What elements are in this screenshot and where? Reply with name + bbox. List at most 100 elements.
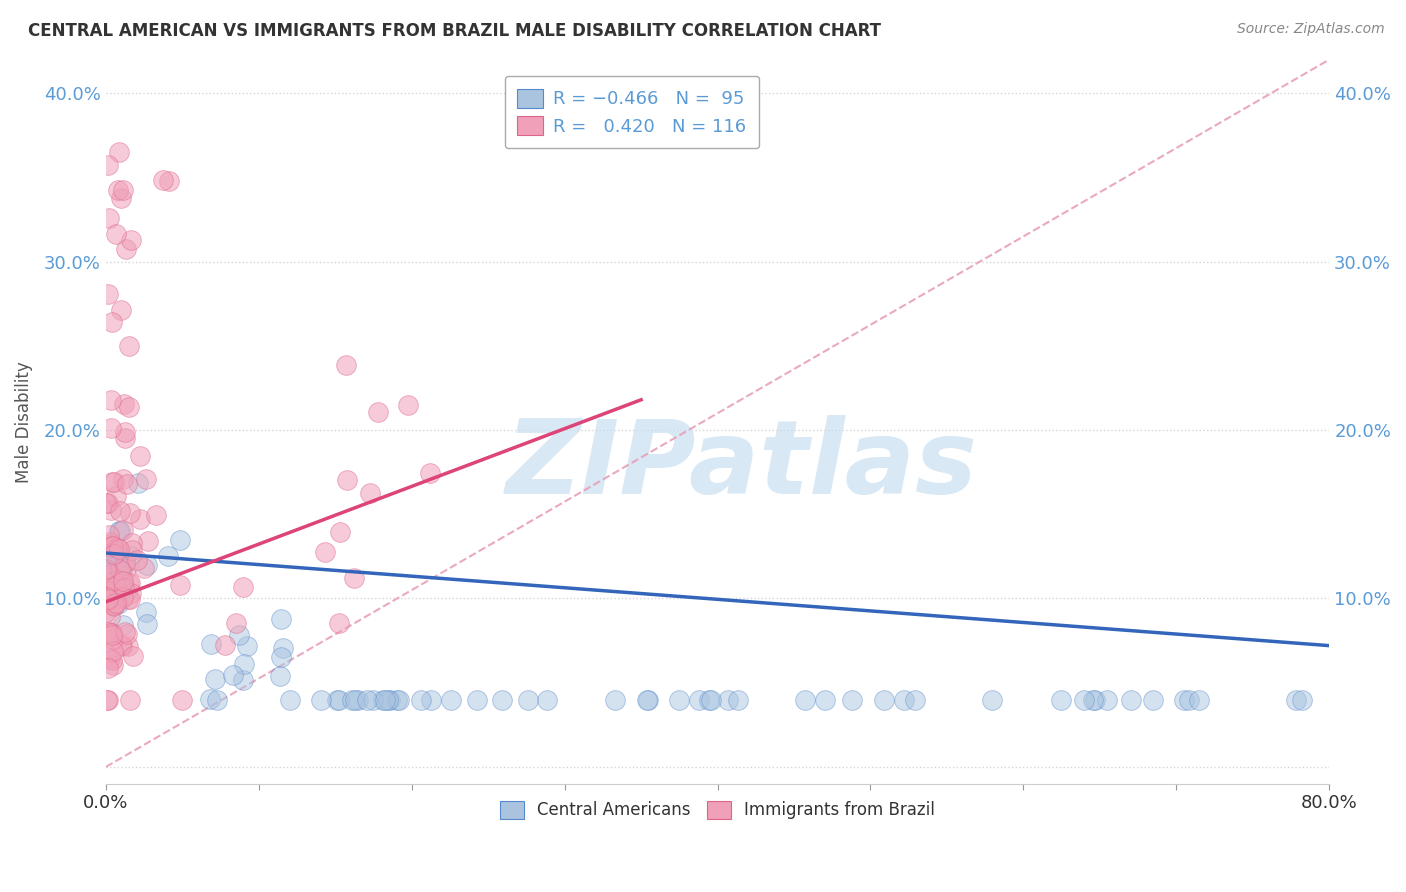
Point [145, 508, 167, 522]
Point [516, 692, 538, 706]
Point [232, 580, 254, 594]
Point [1178, 692, 1201, 706]
Point [98, 590, 121, 604]
Text: ZIPatlas: ZIPatlas [506, 415, 979, 516]
Point [340, 692, 363, 706]
Point [111, 472, 134, 486]
Point [101, 653, 124, 667]
Point [103, 644, 125, 658]
Point [269, 669, 291, 683]
Point [359, 485, 381, 500]
Point [111, 575, 134, 590]
Point [157, 549, 180, 564]
Point [536, 692, 558, 706]
Point [108, 542, 131, 557]
Point [225, 615, 247, 630]
Point [100, 503, 122, 517]
Point [1083, 692, 1105, 706]
Point [120, 591, 142, 606]
Point [1142, 692, 1164, 706]
Point [103, 574, 125, 588]
Point [717, 692, 740, 706]
Point [378, 692, 401, 706]
Point [97, 661, 120, 675]
Point [108, 579, 131, 593]
Point [97, 582, 120, 596]
Point [326, 692, 349, 706]
Point [105, 579, 128, 593]
Text: CENTRAL AMERICAN VS IMMIGRANTS FROM BRAZIL MALE DISABILITY CORRELATION CHART: CENTRAL AMERICAN VS IMMIGRANTS FROM BRAZ… [28, 22, 882, 40]
Point [121, 536, 143, 550]
Point [115, 242, 138, 256]
Point [101, 475, 124, 490]
Point [419, 467, 441, 481]
Point [204, 673, 226, 687]
Point [98, 537, 121, 551]
Point [115, 584, 138, 599]
Point [108, 563, 131, 577]
Point [157, 174, 180, 188]
Point [114, 431, 136, 445]
Point [100, 579, 122, 593]
Point [114, 425, 136, 439]
Point [700, 692, 723, 706]
Point [270, 649, 292, 664]
Point [98, 584, 121, 599]
Point [280, 692, 302, 706]
Point [637, 692, 659, 706]
Point [110, 191, 132, 205]
Point [118, 338, 141, 352]
Point [112, 574, 135, 588]
Point [101, 548, 124, 562]
Point [117, 477, 139, 491]
Point [101, 628, 124, 642]
Point [98, 211, 121, 226]
Point [904, 692, 927, 706]
Point [356, 692, 378, 706]
Point [1173, 692, 1195, 706]
Point [1284, 692, 1306, 706]
Point [335, 359, 357, 373]
Point [117, 592, 139, 607]
Point [893, 692, 915, 706]
Point [127, 475, 149, 490]
Point [668, 692, 690, 706]
Point [104, 227, 127, 242]
Point [94, 496, 117, 510]
Point [111, 639, 134, 653]
Point [120, 233, 142, 247]
Point [873, 692, 896, 706]
Point [135, 605, 157, 619]
Point [129, 512, 152, 526]
Point [110, 582, 132, 597]
Point [371, 692, 394, 706]
Point [1095, 692, 1118, 706]
Point [96, 158, 118, 172]
Point [135, 472, 157, 486]
Point [132, 561, 155, 575]
Point [98, 528, 121, 542]
Point [101, 632, 124, 646]
Point [103, 547, 125, 561]
Point [121, 542, 143, 557]
Point [793, 692, 815, 706]
Point [270, 612, 292, 626]
Point [727, 692, 749, 706]
Point [96, 583, 118, 598]
Point [110, 563, 132, 577]
Point [103, 591, 125, 605]
Point [125, 553, 148, 567]
Point [97, 496, 120, 510]
Point [96, 692, 118, 706]
Point [114, 556, 136, 570]
Point [120, 549, 142, 564]
Point [170, 692, 193, 706]
Point [98, 651, 121, 665]
Point [222, 668, 245, 682]
Point [98, 568, 121, 582]
Point [103, 596, 125, 610]
Point [367, 405, 389, 419]
Point [491, 692, 513, 706]
Point [103, 599, 125, 613]
Point [271, 641, 294, 656]
